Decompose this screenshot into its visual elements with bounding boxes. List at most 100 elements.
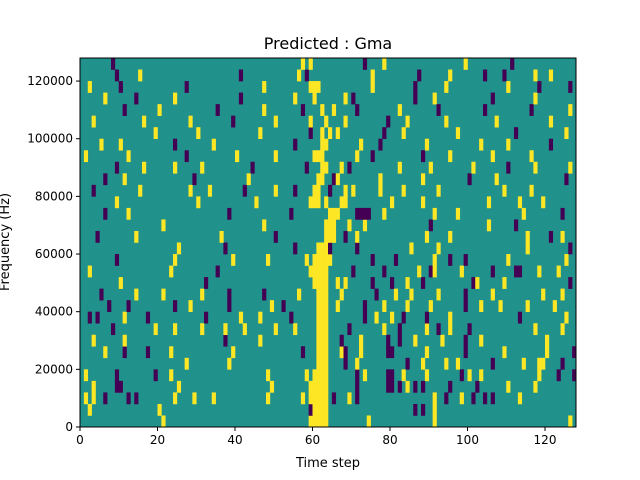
heatmap-cell xyxy=(529,184,534,197)
heatmap-cell xyxy=(320,415,325,428)
heatmap-cell xyxy=(188,300,193,312)
heatmap-cell xyxy=(335,277,340,289)
heatmap-cell xyxy=(103,207,108,220)
heatmap-cell xyxy=(312,415,317,428)
heatmap-cell xyxy=(324,277,329,289)
heatmap-cell xyxy=(289,311,294,324)
heatmap-cell xyxy=(479,334,484,347)
heatmap-cells xyxy=(80,58,577,428)
heatmap-cell xyxy=(134,288,139,301)
heatmap-cell xyxy=(393,254,399,266)
heatmap-cell xyxy=(207,184,213,197)
heatmap-cell xyxy=(502,184,507,197)
heatmap-cell xyxy=(541,288,546,301)
heatmap-cell xyxy=(347,219,352,232)
heatmap-cell xyxy=(161,288,166,301)
heatmap-cell xyxy=(320,242,325,255)
heatmap-cell xyxy=(269,380,275,393)
heatmap-cell xyxy=(91,334,96,347)
heatmap-cell xyxy=(122,311,127,324)
heatmap-cell xyxy=(103,346,108,359)
heatmap-cell xyxy=(556,265,561,278)
heatmap-cell xyxy=(568,277,573,289)
heatmap-cell xyxy=(316,277,321,289)
heatmap-cell xyxy=(568,415,573,428)
heatmap-cell xyxy=(506,81,511,93)
heatmap-cell xyxy=(382,323,387,336)
heatmap-cell xyxy=(316,265,321,278)
heatmap-cell xyxy=(134,230,139,243)
heatmap-cell xyxy=(331,392,337,405)
heatmap-cell xyxy=(173,323,178,336)
heatmap-cell xyxy=(347,161,352,174)
heatmap-cell xyxy=(506,380,511,393)
heatmap-cell xyxy=(95,311,100,324)
heatmap-cell xyxy=(219,230,224,243)
heatmap-cell xyxy=(153,127,158,140)
heatmap-cell xyxy=(382,300,387,312)
heatmap-cell xyxy=(134,392,139,405)
heatmap-cell xyxy=(386,334,391,347)
y-tick-label: 0 xyxy=(65,420,73,434)
heatmap-cell xyxy=(560,207,565,220)
heatmap-cell xyxy=(169,265,174,278)
heatmap-cell xyxy=(343,277,348,289)
heatmap-cell xyxy=(440,334,445,347)
heatmap-cell xyxy=(316,288,321,301)
heatmap-cell xyxy=(362,58,368,70)
heatmap-cell xyxy=(316,334,321,347)
heatmap-cell xyxy=(196,196,201,209)
heatmap-cell xyxy=(331,230,337,243)
heatmap-cell xyxy=(335,127,340,140)
heatmap-cell xyxy=(293,184,298,197)
heatmap-cell xyxy=(397,334,402,347)
heatmap-cell xyxy=(258,334,263,347)
heatmap-cell xyxy=(273,184,278,197)
heatmap-cell xyxy=(266,369,271,382)
heatmap-cell xyxy=(99,288,104,301)
heatmap-cell xyxy=(91,115,96,128)
heatmap-cell xyxy=(316,254,321,266)
heatmap-cell xyxy=(312,196,317,209)
heatmap-cell xyxy=(359,334,364,347)
heatmap-cell xyxy=(401,184,406,197)
heatmap-cell xyxy=(343,346,348,359)
heatmap-cell xyxy=(556,369,561,382)
heatmap-cell xyxy=(417,265,422,278)
heatmap-cell xyxy=(525,242,530,255)
heatmap-cell xyxy=(421,357,426,370)
heatmap-cell xyxy=(397,161,402,174)
heatmap-cell xyxy=(475,277,480,289)
heatmap-cell xyxy=(293,92,298,105)
heatmap-cell xyxy=(231,254,236,266)
heatmap-cell xyxy=(324,196,329,209)
heatmap-cell xyxy=(405,115,410,128)
heatmap-cell xyxy=(459,265,464,278)
heatmap-cell xyxy=(533,69,538,82)
heatmap-cell xyxy=(324,288,329,301)
heatmap-cell xyxy=(471,277,476,289)
heatmap-cell xyxy=(374,311,379,324)
heatmap-cell xyxy=(320,380,325,393)
heatmap-cell xyxy=(548,115,554,128)
heatmap-cell xyxy=(390,346,395,359)
heatmap-cell xyxy=(83,392,89,405)
heatmap-cell xyxy=(413,81,418,93)
heatmap-cell xyxy=(324,230,329,243)
heatmap-cell xyxy=(436,242,441,255)
heatmap-cell xyxy=(126,207,131,220)
heatmap-cell xyxy=(320,311,325,324)
heatmap-cell xyxy=(490,150,495,163)
heatmap-cell xyxy=(320,323,325,336)
y-tick-label: 20000 xyxy=(35,362,73,376)
heatmap-cell xyxy=(537,81,542,93)
heatmap-cell xyxy=(390,277,395,289)
heatmap-cell xyxy=(316,242,321,255)
heatmap-cell xyxy=(238,311,244,324)
heatmap-cell xyxy=(242,184,247,197)
heatmap-cell xyxy=(273,323,278,336)
heatmap-cell xyxy=(537,357,542,370)
heatmap-cell xyxy=(126,392,131,405)
heatmap-cell xyxy=(572,369,577,382)
heatmap-cell xyxy=(568,242,573,255)
